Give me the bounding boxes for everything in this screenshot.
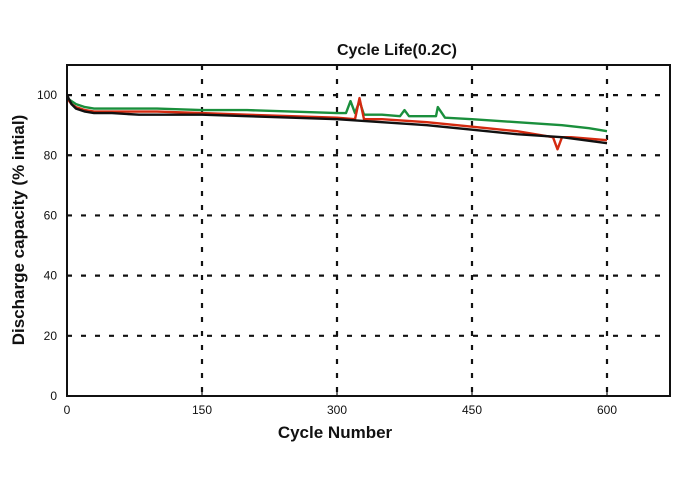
y-ticks: 0 20 40 60 80 100 [37, 88, 71, 403]
x-tick-label-300: 300 [327, 403, 347, 417]
x-axis-label: Cycle Number [278, 423, 393, 442]
y-tick-label-20: 20 [44, 329, 58, 343]
y-tick-label-100: 100 [37, 88, 57, 102]
x-tick-label-600: 600 [597, 403, 617, 417]
y-tick-label-80: 80 [44, 148, 58, 162]
x-tick-label-150: 150 [192, 403, 212, 417]
series-line-3 [65, 94, 608, 145]
y-tick-label-0: 0 [50, 389, 57, 403]
chart-title: Cycle Life(0.2C) [337, 42, 457, 59]
x-tick-label-450: 450 [462, 403, 482, 417]
y-axis-label: Discharge capacity (% intial) [9, 115, 28, 346]
x-tick-label-0: 0 [64, 403, 71, 417]
series-lines [65, 94, 608, 151]
y-tick-label-60: 60 [44, 208, 58, 222]
grid-lines [67, 65, 670, 396]
y-tick-label-40: 40 [44, 269, 58, 283]
plot-frame [66, 64, 671, 397]
series-line-2 [66, 96, 608, 151]
series-line-1 [66, 97, 608, 133]
x-ticks: 0 150 300 450 600 [64, 392, 617, 417]
